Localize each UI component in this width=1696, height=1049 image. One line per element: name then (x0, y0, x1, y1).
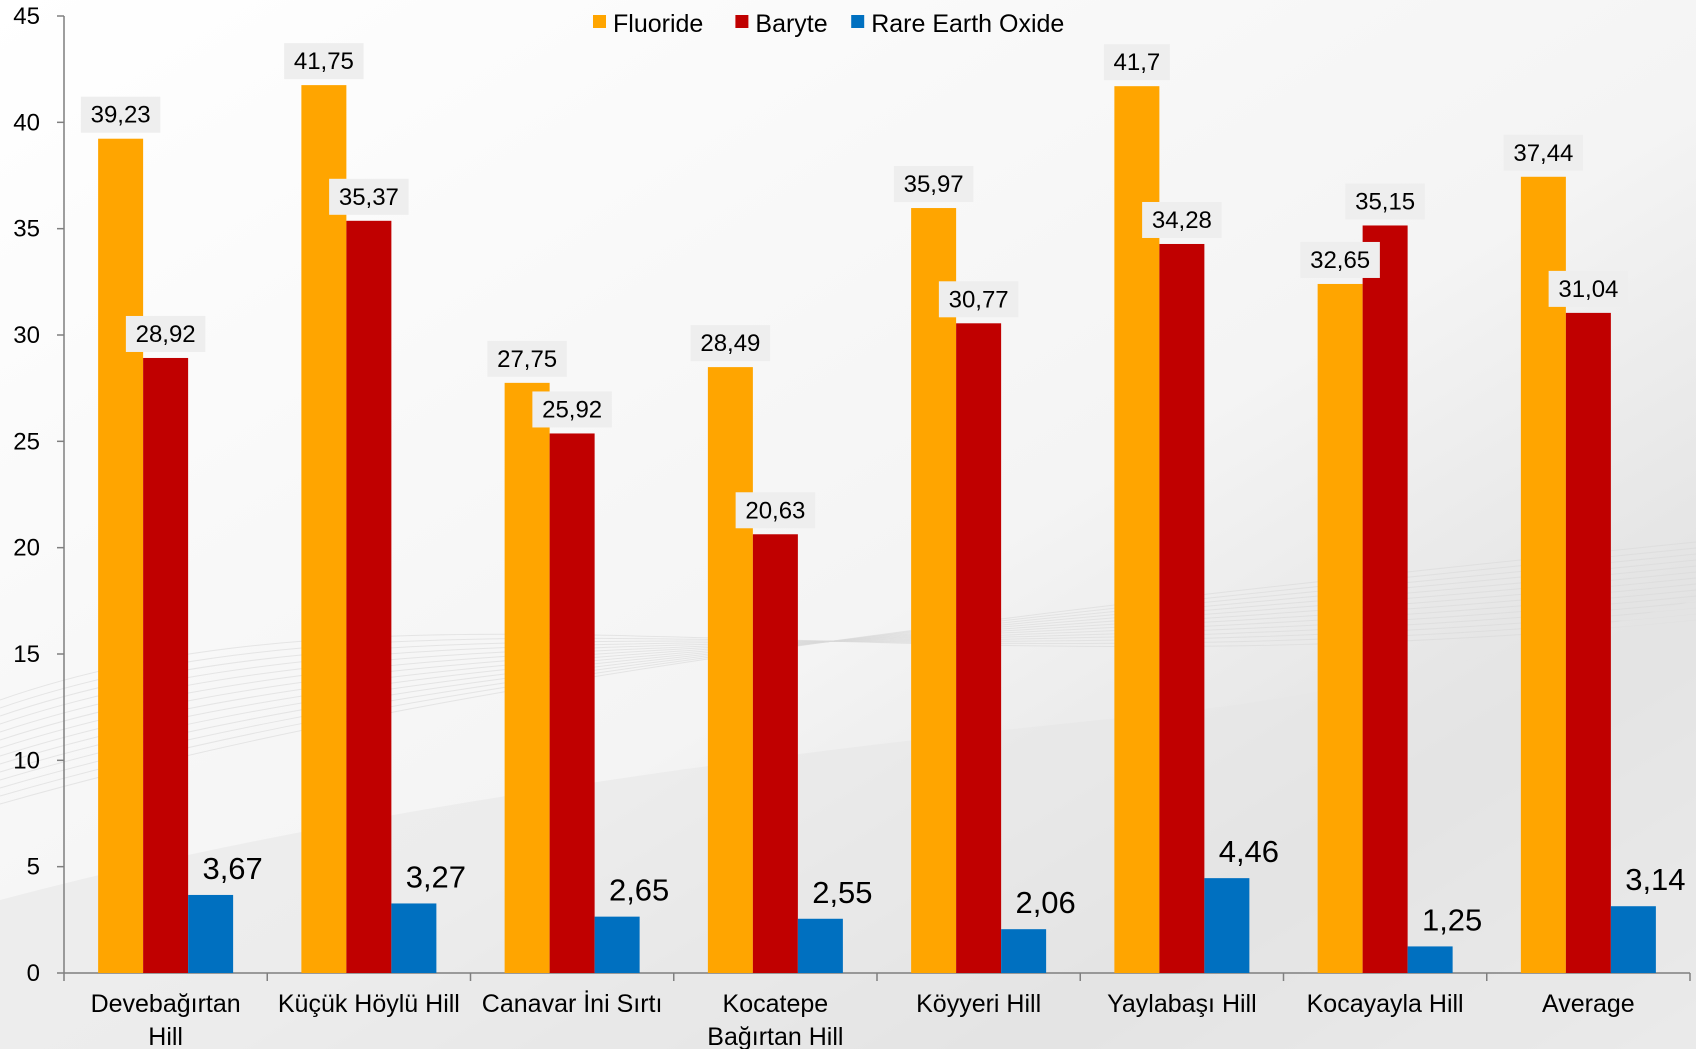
data-label: 28,49 (700, 330, 760, 357)
data-label: 35,15 (1355, 188, 1415, 215)
data-label: 1,25 (1422, 902, 1482, 937)
y-tick-label: 5 (27, 854, 40, 881)
data-label: 25,92 (542, 396, 602, 423)
bar (549, 433, 595, 973)
y-tick-label: 35 (13, 216, 40, 243)
data-label-background (1142, 201, 1222, 238)
data-label: 39,23 (91, 102, 151, 129)
legend-label: Baryte (755, 10, 827, 38)
legend-swatch (851, 15, 865, 28)
legend-swatch (593, 15, 606, 28)
bar (1362, 225, 1408, 973)
category-label: Kocatepe (723, 990, 829, 1018)
category-label: Average (1542, 990, 1635, 1018)
bar (797, 918, 843, 973)
data-label-background (1548, 270, 1629, 307)
bar (752, 534, 798, 973)
y-tick-label: 20 (13, 535, 40, 562)
data-label: 3,14 (1625, 862, 1685, 897)
data-label: 2,65 (609, 873, 669, 908)
bar (1001, 929, 1047, 973)
legend-label: Rare Earth Oxide (871, 10, 1064, 38)
bar (504, 382, 550, 974)
category-label: Hill (148, 1023, 183, 1049)
category-label: Canavar İni Sırtı (482, 989, 663, 1018)
data-label: 35,37 (339, 184, 399, 211)
data-label-background (487, 340, 567, 377)
bar (1610, 906, 1656, 973)
bar (301, 85, 347, 973)
data-label: 41,7 (1114, 49, 1161, 76)
y-tick-label: 15 (13, 641, 40, 668)
bar (98, 138, 144, 973)
bars (98, 85, 1656, 974)
data-label: 20,63 (745, 497, 805, 524)
category-label: Kocayayla Hill (1307, 990, 1464, 1018)
category-label: Küçük Höylü Hill (278, 990, 460, 1018)
y-tick-label: 30 (13, 322, 40, 349)
bar (1317, 283, 1363, 974)
data-label-background (1103, 44, 1170, 81)
bar (911, 208, 957, 974)
bar (1407, 946, 1453, 973)
bar (707, 367, 753, 973)
data-label-background (893, 166, 974, 203)
bar (143, 357, 189, 973)
legend-label: Fluoride (613, 10, 703, 38)
data-label: 28,92 (136, 321, 196, 348)
bar (1565, 312, 1611, 973)
data-label-background (532, 391, 612, 428)
y-tick-label: 0 (27, 960, 40, 987)
data-label-background (80, 96, 161, 133)
data-label: 2,06 (1015, 885, 1075, 920)
bar (594, 916, 640, 973)
data-label: 3,27 (406, 859, 466, 894)
data-label-background (735, 492, 816, 529)
bar (391, 903, 437, 973)
bar (1204, 878, 1250, 973)
category-label: Yaylabaşı Hill (1107, 990, 1257, 1018)
data-label: 41,75 (294, 48, 354, 75)
category-label: Köyyeri Hill (916, 990, 1041, 1018)
data-label: 27,75 (497, 346, 557, 373)
legend: Fluoride Baryte Rare Earth Oxide (593, 10, 1064, 38)
data-label-background (1345, 183, 1425, 220)
category-labels: Devebağırtan Hill Küçük Höylü Hill Canavar … (91, 989, 1635, 1049)
data-label-background (125, 315, 206, 352)
category-label: Bağırtan Hill (707, 1023, 843, 1049)
bar (1520, 176, 1566, 973)
data-label: 2,55 (812, 875, 872, 910)
data-label: 34,28 (1152, 207, 1212, 234)
data-label-background (329, 178, 409, 215)
data-label: 4,46 (1219, 834, 1279, 869)
data-label-background (690, 325, 771, 362)
data-label: 31,04 (1558, 276, 1618, 303)
legend-swatch (735, 15, 749, 28)
data-label-background (938, 281, 1019, 318)
bar (188, 894, 234, 973)
y-tick-label: 10 (13, 747, 40, 774)
data-label-background (1503, 134, 1584, 171)
data-label-background (284, 43, 364, 80)
data-label: 3,67 (202, 851, 262, 886)
data-label: 30,77 (949, 286, 1009, 313)
y-tick-label: 40 (13, 109, 40, 136)
bar (346, 220, 392, 974)
bar (1159, 243, 1205, 974)
data-label: 37,44 (1513, 140, 1573, 167)
y-tick-label: 25 (13, 428, 40, 455)
data-label: 32,65 (1310, 247, 1370, 274)
data-label: 35,97 (904, 171, 964, 198)
bar (956, 323, 1002, 973)
data-labels: 39,23 41,75 27,75 28,49 35,97 41,7 32,65 37,44 2… (80, 43, 1686, 937)
y-tick-label: 45 (13, 3, 40, 30)
data-label-background (1300, 241, 1380, 278)
category-label: Devebağırtan (91, 990, 241, 1018)
